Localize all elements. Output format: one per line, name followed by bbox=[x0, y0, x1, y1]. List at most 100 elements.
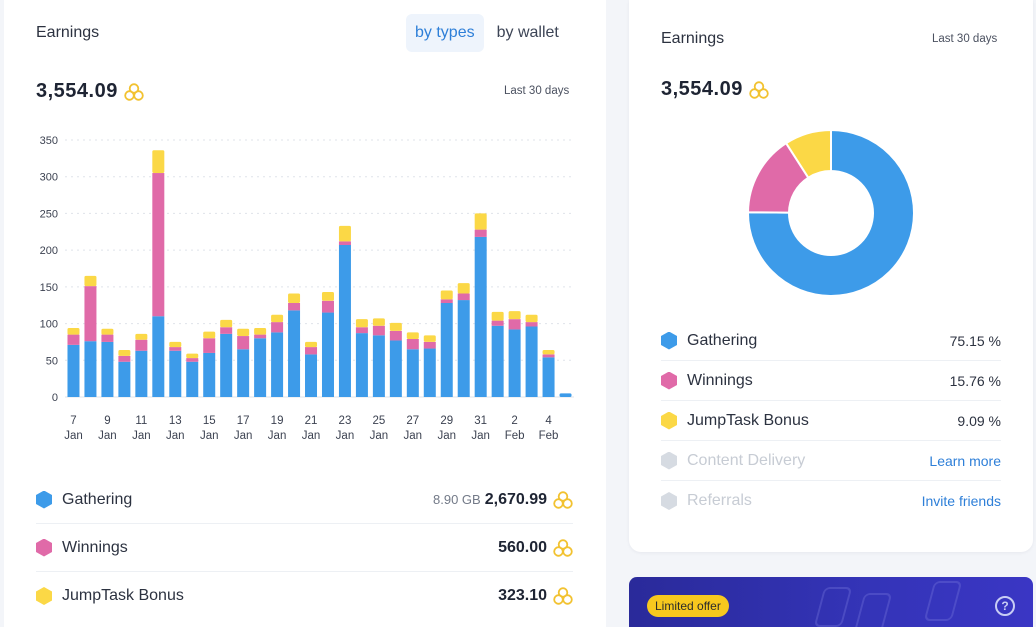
question-circle-icon[interactable]: ? bbox=[995, 596, 1015, 616]
bar-segment[interactable] bbox=[288, 310, 301, 397]
bar-segment[interactable] bbox=[152, 150, 165, 174]
bar-segment[interactable] bbox=[372, 335, 385, 397]
bar-segment[interactable] bbox=[118, 355, 131, 362]
bar-segment[interactable] bbox=[101, 341, 114, 397]
bar-segment[interactable] bbox=[67, 344, 80, 397]
bar-segment[interactable] bbox=[440, 303, 453, 397]
bar-segment[interactable] bbox=[237, 349, 250, 397]
bar-segment[interactable] bbox=[118, 350, 131, 356]
bar-segment[interactable] bbox=[559, 393, 572, 397]
bar-segment[interactable] bbox=[406, 349, 419, 397]
bar-segment[interactable] bbox=[542, 350, 555, 355]
bar-segment[interactable] bbox=[338, 225, 351, 242]
bar-segment[interactable] bbox=[288, 293, 301, 304]
bar-segment[interactable] bbox=[220, 319, 233, 328]
bar-segment[interactable] bbox=[186, 353, 199, 359]
bar-segment[interactable] bbox=[101, 334, 114, 342]
bar-segment[interactable] bbox=[474, 213, 487, 230]
bar-segment[interactable] bbox=[389, 322, 402, 331]
bar-segment[interactable] bbox=[152, 173, 165, 317]
bar-segment[interactable] bbox=[169, 347, 182, 351]
bar-segment[interactable] bbox=[321, 291, 334, 301]
bar-segment[interactable] bbox=[440, 299, 453, 304]
bar-segment[interactable] bbox=[474, 229, 487, 237]
bar-segment[interactable] bbox=[423, 348, 436, 397]
bar-segment[interactable] bbox=[389, 330, 402, 341]
bar-segment[interactable] bbox=[186, 361, 199, 397]
invite-friends-link[interactable]: Invite friends bbox=[921, 493, 1001, 509]
bar-segment[interactable] bbox=[542, 354, 555, 358]
bar-segment[interactable] bbox=[406, 338, 419, 350]
bar-segment[interactable] bbox=[457, 283, 470, 294]
bar-segment[interactable] bbox=[423, 341, 436, 349]
donut-slice[interactable] bbox=[747, 129, 915, 297]
learn-more-link[interactable]: Learn more bbox=[929, 452, 1001, 469]
bar-segment[interactable] bbox=[305, 341, 318, 348]
bar-segment[interactable] bbox=[355, 327, 368, 334]
bar-segment[interactable] bbox=[135, 333, 148, 340]
bar-segment[interactable] bbox=[118, 361, 131, 397]
bar-segment[interactable] bbox=[338, 245, 351, 397]
bar-segment[interactable] bbox=[525, 314, 538, 323]
bar-segment[interactable] bbox=[406, 332, 419, 339]
bar-segment[interactable] bbox=[220, 327, 233, 334]
bar-segment[interactable] bbox=[203, 352, 216, 397]
bar-segment[interactable] bbox=[84, 286, 97, 342]
bar-segment[interactable] bbox=[169, 341, 182, 348]
bar-segment[interactable] bbox=[525, 322, 538, 327]
bar-segment[interactable] bbox=[525, 326, 538, 397]
bar-segment[interactable] bbox=[67, 334, 80, 345]
bar-segment[interactable] bbox=[237, 328, 250, 337]
tab-by-wallet[interactable]: by wallet bbox=[496, 24, 559, 41]
donut-slice[interactable] bbox=[784, 129, 832, 180]
bar-segment[interactable] bbox=[508, 311, 521, 320]
bar-segment[interactable] bbox=[338, 241, 351, 246]
bar-segment[interactable] bbox=[305, 347, 318, 355]
bar-segment[interactable] bbox=[508, 319, 521, 330]
bar-segment[interactable] bbox=[271, 314, 284, 323]
bar-segment[interactable] bbox=[203, 338, 216, 353]
x-tick-month: Jan bbox=[268, 430, 287, 442]
bar-segment[interactable] bbox=[169, 350, 182, 397]
bar-segment[interactable] bbox=[237, 336, 250, 350]
bar-segment[interactable] bbox=[491, 325, 504, 397]
tab-by-types[interactable]: by types bbox=[406, 14, 484, 52]
bar-segment[interactable] bbox=[220, 333, 233, 397]
bar-segment[interactable] bbox=[135, 350, 148, 397]
bar-segment[interactable] bbox=[186, 358, 199, 362]
bar-segment[interactable] bbox=[423, 335, 436, 342]
bar-segment[interactable] bbox=[542, 357, 555, 397]
bar-segment[interactable] bbox=[67, 327, 80, 335]
bar-segment[interactable] bbox=[271, 322, 284, 333]
bar-segment[interactable] bbox=[508, 329, 521, 397]
bar-segment[interactable] bbox=[491, 311, 504, 321]
bar-segment[interactable] bbox=[474, 236, 487, 397]
bar-segment[interactable] bbox=[321, 312, 334, 397]
banner-decoration bbox=[813, 587, 853, 627]
bar-segment[interactable] bbox=[135, 339, 148, 351]
bar-segment[interactable] bbox=[203, 331, 216, 339]
bar-segment[interactable] bbox=[440, 290, 453, 300]
bar-segment[interactable] bbox=[271, 332, 284, 397]
bar-segment[interactable] bbox=[288, 303, 301, 311]
bar-segment[interactable] bbox=[372, 318, 385, 326]
bar-segment[interactable] bbox=[321, 300, 334, 313]
bar-segment[interactable] bbox=[372, 325, 385, 336]
bar-segment[interactable] bbox=[254, 327, 267, 335]
bar-segment[interactable] bbox=[355, 333, 368, 397]
limited-offer-banner[interactable]: Limited offer ? bbox=[629, 577, 1033, 627]
bar-segment[interactable] bbox=[84, 341, 97, 397]
bar-segment[interactable] bbox=[457, 293, 470, 301]
bar-segment[interactable] bbox=[101, 328, 114, 335]
banner-decoration bbox=[853, 593, 893, 627]
bar-segment[interactable] bbox=[84, 275, 97, 287]
bar-segment[interactable] bbox=[389, 340, 402, 397]
legend-amount: 560.00 bbox=[498, 538, 547, 556]
bar-segment[interactable] bbox=[305, 354, 318, 397]
bar-segment[interactable] bbox=[457, 300, 470, 397]
bar-segment[interactable] bbox=[355, 319, 368, 328]
bar-segment[interactable] bbox=[491, 320, 504, 326]
bar-segment[interactable] bbox=[254, 338, 267, 397]
bar-segment[interactable] bbox=[254, 334, 267, 339]
bar-segment[interactable] bbox=[152, 316, 165, 397]
